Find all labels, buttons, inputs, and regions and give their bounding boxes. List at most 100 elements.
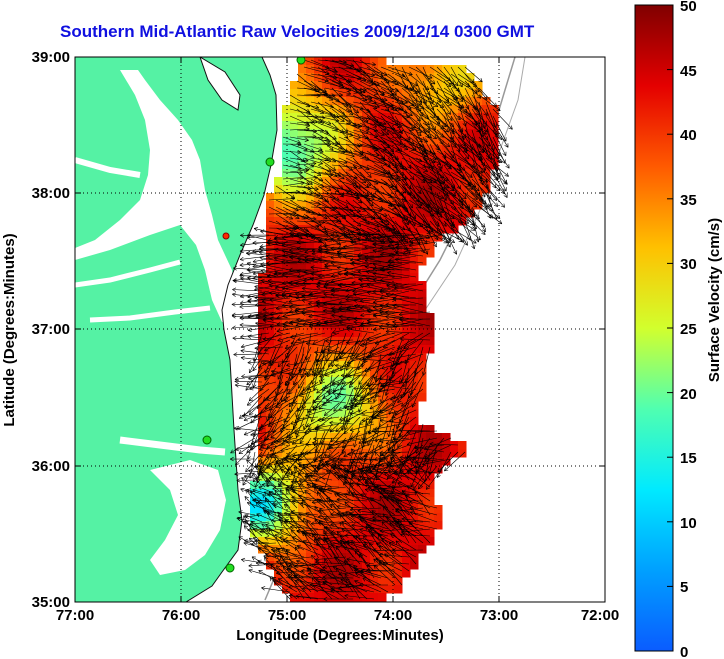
velocity-arrowhead xyxy=(446,112,451,115)
velocity-cell xyxy=(346,545,355,554)
velocity-cell xyxy=(290,425,299,434)
velocity-cell xyxy=(458,161,467,170)
velocity-cell xyxy=(394,297,403,306)
velocity-arrowhead xyxy=(372,243,377,247)
velocity-cell xyxy=(274,177,283,186)
velocity-arrowhead xyxy=(379,307,383,311)
velocity-arrowhead xyxy=(448,142,450,147)
velocity-cell xyxy=(394,577,403,586)
velocity-cell xyxy=(322,121,331,130)
velocity-vector xyxy=(266,242,298,250)
velocity-cell xyxy=(274,481,283,490)
velocity-cell xyxy=(426,113,435,122)
velocity-arrowhead xyxy=(459,207,464,210)
velocity-cell xyxy=(394,169,403,178)
velocity-cell xyxy=(354,553,363,562)
velocity-cell xyxy=(282,457,291,466)
velocity-cell xyxy=(450,225,459,234)
velocity-arrowhead xyxy=(359,152,363,156)
velocity-cell xyxy=(434,169,443,178)
velocity-vector xyxy=(387,185,405,209)
velocity-arrowhead xyxy=(357,256,362,260)
velocity-cell xyxy=(434,89,443,98)
velocity-arrowhead xyxy=(266,240,271,243)
velocity-arrowhead xyxy=(274,248,278,253)
velocity-cell xyxy=(282,241,291,250)
velocity-arrowhead xyxy=(254,227,259,229)
velocity-arrowhead xyxy=(252,240,257,244)
velocity-cell xyxy=(306,481,315,490)
velocity-cell xyxy=(426,345,435,354)
velocity-arrowhead xyxy=(498,161,503,163)
velocity-cell xyxy=(370,273,379,282)
velocity-cell xyxy=(338,193,347,202)
velocity-arrowhead xyxy=(498,137,503,141)
velocity-vector xyxy=(394,143,412,169)
velocity-vector xyxy=(254,286,284,292)
velocity-arrowhead xyxy=(403,248,408,251)
velocity-arrowhead xyxy=(253,228,258,232)
velocity-cell xyxy=(298,121,307,130)
velocity-cell xyxy=(250,505,259,514)
velocity-arrowhead xyxy=(353,316,358,320)
velocity-arrowhead xyxy=(372,263,377,267)
velocity-vector xyxy=(359,157,387,165)
velocity-vector xyxy=(422,150,448,166)
velocity-arrowhead xyxy=(369,204,374,207)
velocity-arrowhead xyxy=(428,230,433,233)
velocity-cell xyxy=(314,145,323,154)
velocity-arrowhead xyxy=(429,100,434,104)
velocity-vector xyxy=(464,164,488,183)
velocity-vector xyxy=(303,115,326,119)
velocity-vector xyxy=(387,122,406,148)
velocity-cell xyxy=(354,105,363,114)
velocity-arrowhead xyxy=(275,308,280,311)
velocity-vector xyxy=(387,101,413,116)
velocity-vector xyxy=(318,250,347,257)
velocity-cell xyxy=(330,425,339,434)
velocity-arrowhead xyxy=(410,87,414,90)
velocity-arrowhead xyxy=(410,112,413,116)
velocity-cell xyxy=(306,505,315,514)
velocity-vector xyxy=(247,234,277,243)
velocity-cell xyxy=(386,297,395,306)
velocity-cell xyxy=(386,457,395,466)
velocity-vector xyxy=(385,311,417,313)
velocity-cell xyxy=(362,145,371,154)
velocity-cell xyxy=(258,337,267,346)
velocity-arrowhead xyxy=(505,180,508,185)
velocity-vector xyxy=(457,122,467,150)
velocity-vector xyxy=(415,192,439,215)
velocity-arrowhead xyxy=(483,181,488,183)
velocity-arrowhead xyxy=(374,149,379,151)
velocity-cell xyxy=(394,537,403,546)
velocity-cell xyxy=(490,161,499,170)
velocity-cell xyxy=(362,225,371,234)
velocity-cell xyxy=(282,289,291,298)
velocity-vector xyxy=(364,255,396,258)
velocity-vector xyxy=(318,234,347,242)
velocity-arrowhead xyxy=(351,280,356,284)
velocity-arrowhead xyxy=(399,319,404,323)
velocity-vector xyxy=(380,164,398,189)
velocity-vector xyxy=(464,178,483,201)
velocity-cell xyxy=(442,81,451,90)
velocity-arrowhead xyxy=(324,266,329,269)
velocity-vector xyxy=(317,157,336,171)
velocity-cell xyxy=(402,81,411,90)
velocity-vector xyxy=(492,171,508,198)
velocity-cell xyxy=(330,361,339,370)
velocity-arrowhead xyxy=(332,332,337,335)
velocity-cell xyxy=(426,169,435,178)
velocity-arrowhead xyxy=(448,238,450,243)
velocity-arrowhead xyxy=(397,109,402,111)
velocity-arrowhead xyxy=(404,222,409,226)
velocity-cell xyxy=(266,449,275,458)
velocity-arrowhead xyxy=(365,235,369,239)
velocity-cell xyxy=(370,433,379,442)
velocity-cell xyxy=(274,193,283,202)
velocity-vector xyxy=(310,129,329,141)
velocity-cell xyxy=(354,289,363,298)
velocity-arrowhead xyxy=(351,272,356,275)
velocity-vector xyxy=(345,171,369,188)
